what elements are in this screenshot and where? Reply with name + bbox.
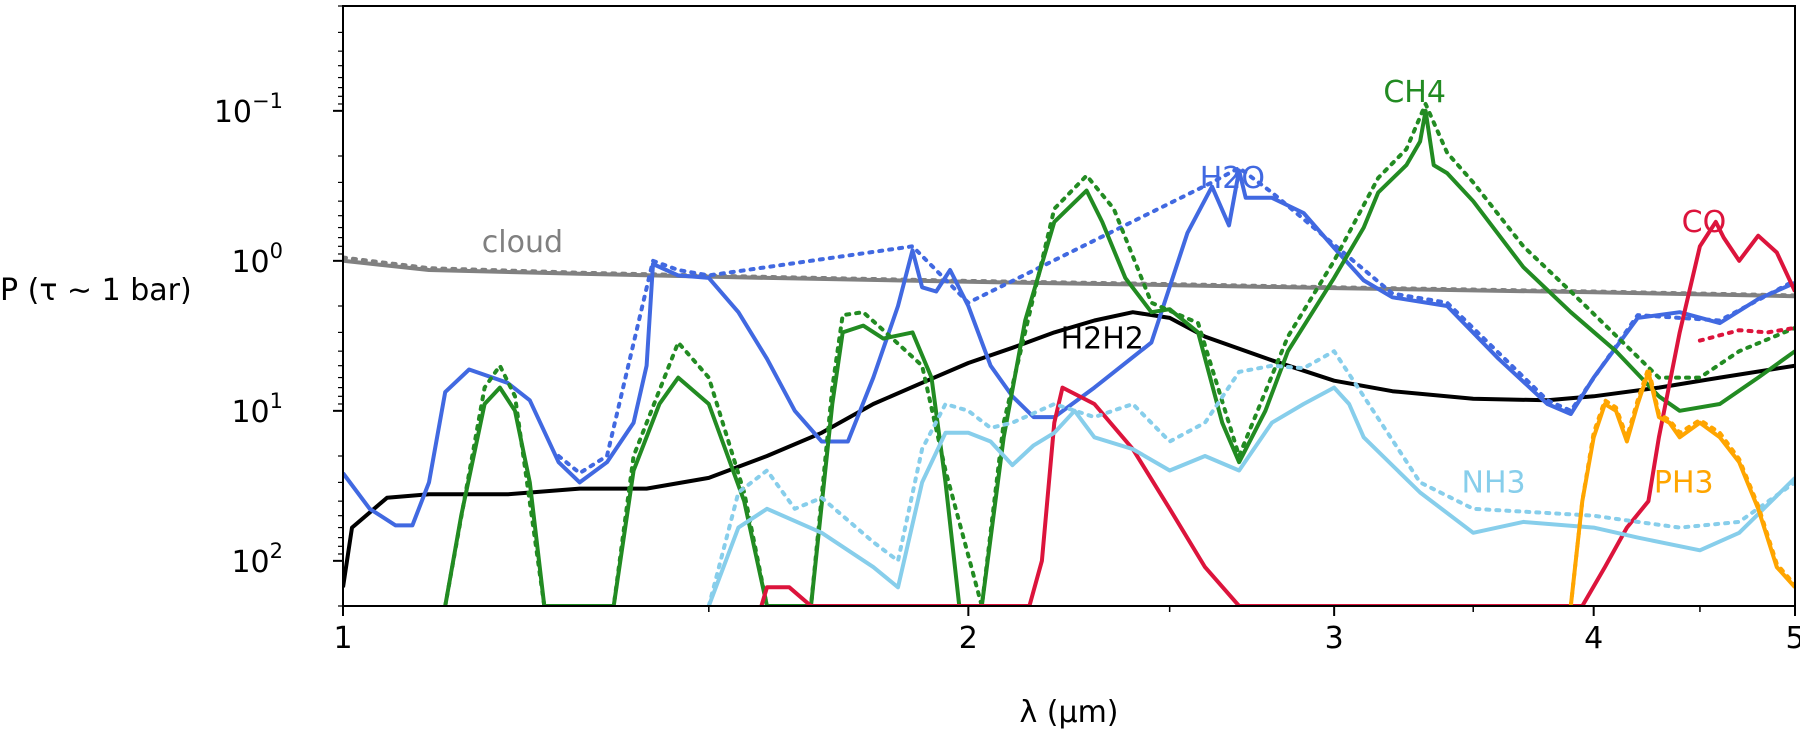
h2o-solid-line xyxy=(343,168,1795,528)
x-tick-label: 5 xyxy=(1785,621,1800,656)
ph3-label: PH3 xyxy=(1654,465,1714,500)
co-dotted-line xyxy=(1697,325,1795,343)
ch4-dotted-line xyxy=(443,102,1795,606)
x-axis-label: λ (μm) xyxy=(1019,695,1118,730)
x-tick-label: 2 xyxy=(959,621,978,656)
cloud-solid-line xyxy=(343,258,1795,299)
axis-layer: 1 2 3 4 5 10−1 100 101 102 xyxy=(214,5,1800,656)
y-tick-label: 101 xyxy=(231,389,283,430)
cloud-dotted-line xyxy=(343,255,1795,298)
h2h2-label: H2H2 xyxy=(1061,322,1144,357)
co-solid-line xyxy=(759,219,1795,606)
nh3-label: NH3 xyxy=(1462,465,1526,500)
cloud-label: cloud xyxy=(482,225,563,260)
x-tick-label: 3 xyxy=(1325,621,1344,656)
ph3-solid-line xyxy=(1568,369,1795,606)
label-layer: cloud H2H2 H2O CH4 CO NH3 PH3 xyxy=(482,75,1726,500)
nh3-dotted-line xyxy=(706,349,1795,606)
y-tick-label: 10−1 xyxy=(214,89,283,130)
h2h2-solid-line xyxy=(343,310,1795,588)
x-tick-label: 1 xyxy=(333,621,352,656)
co-label: CO xyxy=(1682,205,1727,240)
y-tick-label: 102 xyxy=(231,539,283,580)
ch4-label: CH4 xyxy=(1383,75,1446,110)
nh3-solid-line xyxy=(706,385,1795,606)
h2o-label: H2O xyxy=(1200,161,1265,196)
y-axis-label: P (τ ∼ 1 bar) xyxy=(0,273,192,308)
series-layer xyxy=(343,102,1795,606)
ch4-solid-line xyxy=(443,108,1795,606)
x-tick-label: 4 xyxy=(1584,621,1603,656)
y-tick-label: 100 xyxy=(231,239,283,280)
